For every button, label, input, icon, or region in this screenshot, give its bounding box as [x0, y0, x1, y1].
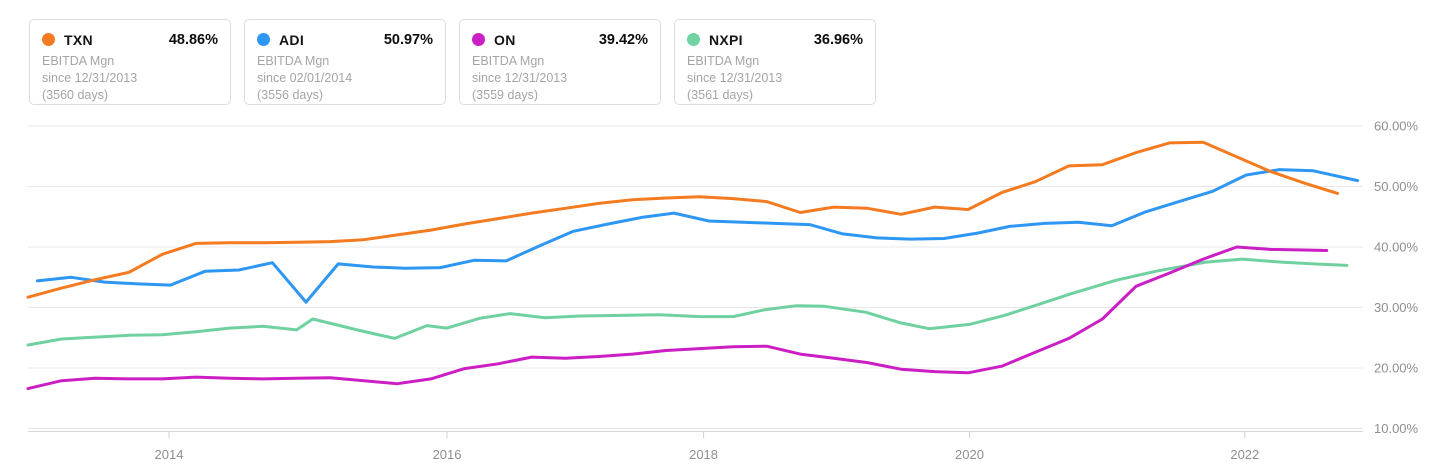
nxpi-color-dot	[687, 33, 700, 46]
legend-card-adi[interactable]: ADI 50.97% EBITDA Mgn since 02/01/2014 (…	[244, 19, 446, 105]
y-axis-label: 60.00%	[1374, 119, 1419, 134]
since-date: since 12/31/2013	[472, 71, 568, 85]
ticker-label: TXN	[64, 31, 93, 48]
legend-card-header: TXN 48.86%	[42, 29, 218, 50]
legend-cards: TXN 48.86% EBITDA Mgn since 12/31/2013 (…	[29, 19, 876, 105]
legend-card-on[interactable]: ON 39.42% EBITDA Mgn since 12/31/2013 (3…	[459, 19, 661, 105]
legend-card-txn[interactable]: TXN 48.86% EBITDA Mgn since 12/31/2013 (…	[29, 19, 231, 105]
legend-card-nxpi[interactable]: NXPI 36.96% EBITDA Mgn since 12/31/2013 …	[674, 19, 876, 105]
legend-card-header: ADI 50.97%	[257, 29, 433, 50]
x-axis-label: 2020	[955, 447, 984, 462]
x-axis-label: 2016	[433, 447, 462, 462]
metric-value: 39.42%	[598, 31, 648, 48]
adi-color-dot	[257, 33, 270, 46]
legend-card-header: NXPI 36.96%	[687, 29, 863, 50]
since-date: since 12/31/2013	[42, 71, 138, 85]
metric-name: EBITDA Mgn	[472, 54, 545, 68]
days-count: (3560 days)	[42, 88, 109, 102]
x-axis-label: 2022	[1230, 447, 1259, 462]
days-count: (3556 days)	[257, 88, 324, 102]
ticker-label: NXPI	[709, 31, 743, 48]
series-line-nxpi	[26, 257, 1349, 347]
on-color-dot	[472, 33, 485, 46]
metric-name: EBITDA Mgn	[257, 54, 330, 68]
series-line-adi	[35, 168, 1360, 304]
metric-value: 50.97%	[383, 31, 433, 48]
metric-name: EBITDA Mgn	[42, 54, 115, 68]
txn-color-dot	[42, 33, 55, 46]
since-date: since 02/01/2014	[257, 71, 353, 85]
y-axis-label: 50.00%	[1374, 179, 1419, 194]
days-count: (3559 days)	[472, 88, 539, 102]
metric-name: EBITDA Mgn	[687, 54, 760, 68]
ticker-label: ADI	[279, 31, 305, 48]
y-axis-label: 20.00%	[1374, 361, 1419, 376]
x-axis-label: 2014	[155, 447, 184, 462]
metric-value: 36.96%	[813, 31, 863, 48]
since-date: since 12/31/2013	[687, 71, 783, 85]
series-line-txn	[26, 140, 1339, 299]
days-count: (3561 days)	[687, 88, 754, 102]
series-line-on	[26, 245, 1329, 391]
y-axis-label: 30.00%	[1374, 300, 1419, 315]
ticker-label: ON	[494, 31, 516, 48]
metric-value: 48.86%	[168, 31, 218, 48]
y-axis-label: 10.00%	[1374, 421, 1419, 436]
legend-card-header: ON 39.42%	[472, 29, 648, 50]
y-axis-label: 40.00%	[1374, 240, 1419, 255]
x-axis-label: 2018	[689, 447, 718, 462]
